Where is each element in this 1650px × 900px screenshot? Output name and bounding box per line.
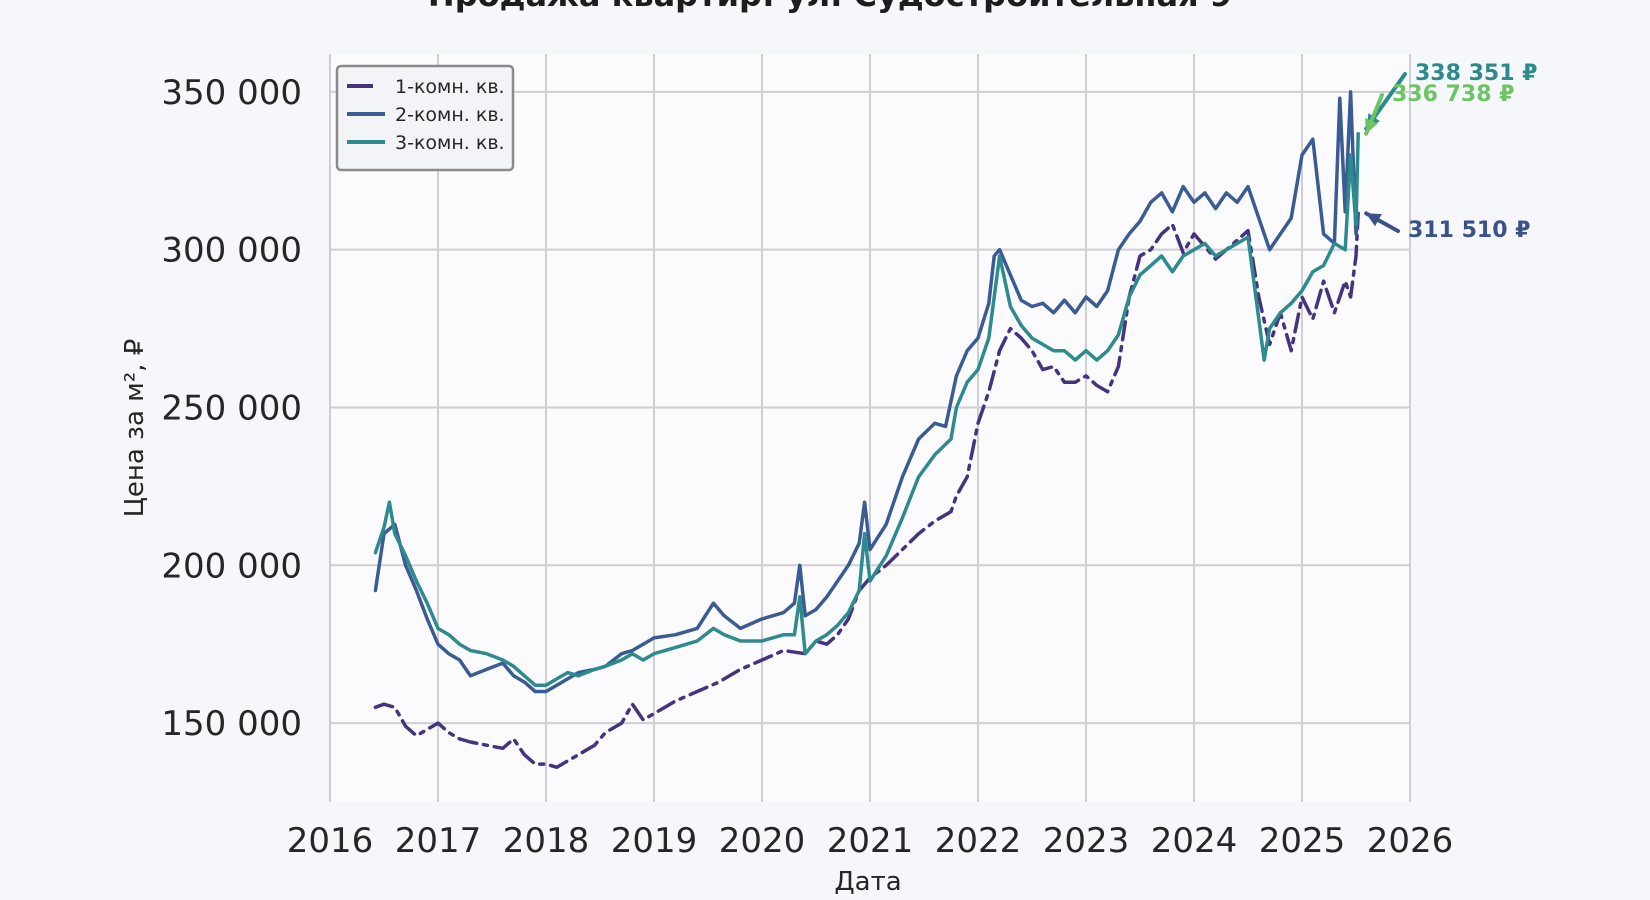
x-tick-label: 2023 <box>1043 821 1130 861</box>
y-axis-label: Цена за м², ₽ <box>120 339 150 518</box>
y-tick-label: 350 000 <box>161 73 302 113</box>
grid-lines <box>329 54 1411 802</box>
series-line-3 <box>373 131 1360 687</box>
legend: 1-комн. кв. 2-комн. кв. 3-комн. кв. <box>335 64 515 172</box>
y-tick-label: 250 000 <box>161 388 302 428</box>
x-tick-label: 2019 <box>611 821 698 861</box>
annotation-arrowhead <box>1366 213 1382 227</box>
annotation-label: 338 351 ₽ <box>1415 61 1537 86</box>
annotation-label: 336 738 ₽ <box>1392 82 1514 107</box>
x-tick-label: 2018 <box>503 821 590 861</box>
x-tick-label: 2026 <box>1367 821 1454 861</box>
x-tick-label: 2025 <box>1259 821 1346 861</box>
x-axis-ticks: 2016 2017 2018 2019 2020 2021 2022 2023 2024 2025… <box>287 821 1454 861</box>
x-tick-label: 2016 <box>287 821 374 861</box>
x-tick-label: 2020 <box>719 821 806 861</box>
x-tick-label: 2017 <box>395 821 482 861</box>
x-tick-label: 2024 <box>1151 821 1238 861</box>
y-tick-label: 300 000 <box>161 231 302 271</box>
chart-title: Продажа квартир: ул. Судостроительная 9 <box>428 0 1232 14</box>
y-tick-label: 200 000 <box>161 546 302 586</box>
y-tick-label: 150 000 <box>161 704 302 744</box>
annotation-label: 311 510 ₽ <box>1408 218 1530 243</box>
x-tick-label: 2021 <box>827 821 914 861</box>
annotations: 338 351 ₽336 738 ₽ 311 510 ₽ <box>1364 61 1537 243</box>
legend-label: 1-комн. кв. <box>395 76 505 98</box>
series-line-1 <box>373 211 1360 770</box>
annotation-arrowhead <box>1364 118 1378 134</box>
legend-label: 2-комн. кв. <box>395 104 505 126</box>
x-tick-label: 2022 <box>935 821 1022 861</box>
x-axis-label: Дата <box>834 867 901 897</box>
series-lines <box>373 90 1360 770</box>
legend-label: 3-комн. кв. <box>395 132 505 154</box>
y-axis-ticks: 150 000 200 000 250 000 300 000 350 000 <box>161 73 302 744</box>
series-line-2 <box>373 90 1360 694</box>
